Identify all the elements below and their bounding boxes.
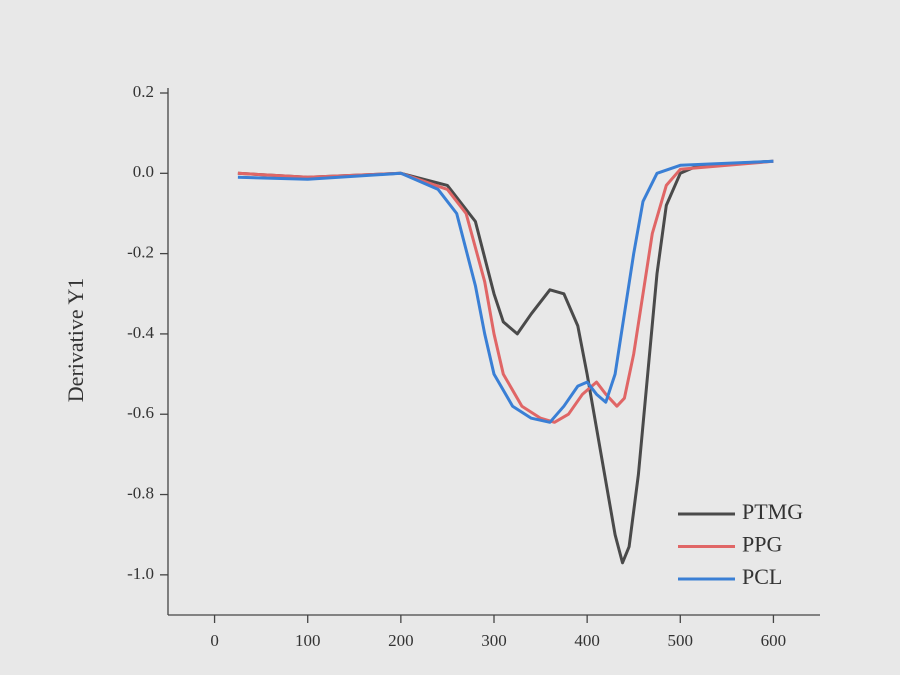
- x-tick-label: 500: [668, 631, 694, 650]
- y-tick-label: -0.6: [127, 403, 154, 422]
- y-tick-label: 0.2: [133, 82, 154, 101]
- series-line: [237, 159, 774, 565]
- series-line: [237, 159, 774, 424]
- y-tick-label: 0.0: [133, 162, 154, 181]
- x-tick-label: 300: [481, 631, 507, 650]
- x-tick-label: 200: [388, 631, 414, 650]
- series-line: [237, 159, 774, 424]
- x-tick-label: 400: [574, 631, 600, 650]
- x-tick-label: 100: [295, 631, 321, 650]
- legend-label: PPG: [742, 532, 782, 557]
- legend-label: PTMG: [742, 499, 803, 524]
- y-axis-label: Derivative Y1: [63, 278, 88, 402]
- y-tick-label: -1.0: [127, 564, 154, 583]
- x-tick-label: 0: [210, 631, 219, 650]
- legend-label: PCL: [742, 564, 782, 589]
- y-tick-label: -0.4: [127, 323, 154, 342]
- x-tick-label: 600: [761, 631, 787, 650]
- y-tick-label: -0.2: [127, 243, 154, 262]
- y-tick-label: -0.8: [127, 483, 154, 502]
